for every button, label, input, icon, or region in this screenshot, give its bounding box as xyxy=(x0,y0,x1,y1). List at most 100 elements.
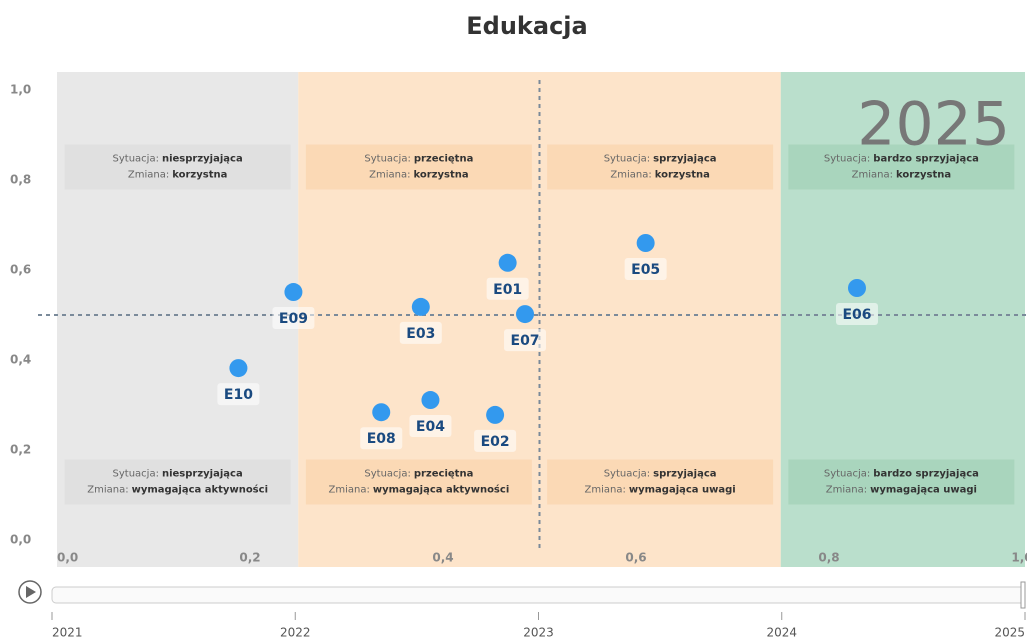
change-value: wymagająca aktywności xyxy=(132,484,268,496)
point-label-bg xyxy=(409,415,452,438)
x-tick-label: 0,8 xyxy=(818,551,839,565)
point-label-bg xyxy=(504,329,547,352)
change-prefix: Zmiana: xyxy=(87,485,128,496)
situation-value: bardzo sprzyjająca xyxy=(873,154,979,165)
change-prefix: Zmiana: xyxy=(329,485,370,496)
timeline-label: 2023 xyxy=(523,626,554,640)
point-label: E07 xyxy=(511,333,540,349)
situation-value: sprzyjająca xyxy=(653,469,716,480)
quadrant-situation: Sytuacja: przeciętna xyxy=(364,469,473,480)
data-point xyxy=(498,253,517,272)
quadrant-box xyxy=(305,144,532,190)
quadrant-change: Zmiana: wymagająca aktywności xyxy=(329,484,510,496)
situation-value: przeciętna xyxy=(414,154,473,165)
y-tick-label: 0,6 xyxy=(10,263,31,277)
quadrant-change: Zmiana: wymagająca uwagi xyxy=(826,485,977,496)
situation-value: niesprzyjająca xyxy=(162,154,243,165)
data-point xyxy=(229,359,248,378)
point-label: E01 xyxy=(493,282,522,298)
change-value: korzystna xyxy=(172,170,227,181)
point-label: E05 xyxy=(631,262,660,278)
point-label-bg xyxy=(486,277,529,300)
quadrant-box xyxy=(788,459,1015,505)
situation-value: niesprzyjająca xyxy=(162,469,243,480)
point-label: E03 xyxy=(406,326,435,342)
quadrant-change: Zmiana: wymagająca aktywności xyxy=(87,484,268,496)
situation-prefix: Sytuacja: xyxy=(364,469,410,480)
point-label-bg xyxy=(474,429,517,452)
situation-value: bardzo sprzyjająca xyxy=(873,469,979,480)
data-point xyxy=(372,403,391,422)
change-value: korzystna xyxy=(655,170,710,181)
quadrant-situation: Sytuacja: bardzo sprzyjająca xyxy=(824,469,979,480)
quadrant-box xyxy=(547,459,774,505)
change-prefix: Zmiana: xyxy=(610,170,651,181)
point-label-bg xyxy=(360,427,403,450)
quadrant-box xyxy=(788,144,1015,190)
point-label: E06 xyxy=(842,307,871,323)
timeline-label: 2022 xyxy=(280,626,311,640)
data-point xyxy=(847,279,866,297)
point-label: E02 xyxy=(481,434,510,450)
timeline-label: 2021 xyxy=(52,626,83,640)
change-prefix: Zmiana: xyxy=(826,485,867,496)
y-tick-label: 1,0 xyxy=(10,83,31,97)
change-value: korzystna xyxy=(896,170,951,181)
data-point xyxy=(284,283,303,302)
quadrant-situation: Sytuacja: niesprzyjająca xyxy=(113,469,243,480)
play-icon xyxy=(26,586,36,598)
change-prefix: Zmiana: xyxy=(369,170,410,181)
quadrant-situation: Sytuacja: bardzo sprzyjająca xyxy=(824,154,979,165)
point-label-bg xyxy=(217,383,260,406)
point-label: E04 xyxy=(416,419,445,435)
quadrant-change: Zmiana: korzystna xyxy=(128,170,227,181)
x-tick-label: 1,0 xyxy=(1011,551,1027,565)
situation-value: sprzyjająca xyxy=(653,154,716,165)
y-tick-label: 0,4 xyxy=(10,353,31,367)
x-tick-label: 0,4 xyxy=(432,551,453,565)
data-point xyxy=(636,234,655,252)
point-label-bg xyxy=(399,321,442,344)
situation-value: przeciętna xyxy=(414,469,473,480)
data-point xyxy=(411,297,430,316)
quadrant-situation: Sytuacja: sprzyjająca xyxy=(604,469,717,480)
data-point xyxy=(486,405,505,424)
change-value: korzystna xyxy=(413,170,468,181)
y-tick-label: 0,8 xyxy=(10,173,31,187)
point-label-bg xyxy=(835,303,878,325)
quadrant-change: Zmiana: korzystna xyxy=(369,170,468,181)
quadrant-box xyxy=(64,144,291,190)
timeline-handle[interactable] xyxy=(1020,581,1026,609)
change-prefix: Zmiana: xyxy=(852,170,893,181)
quadrant-situation: Sytuacja: przeciętna xyxy=(364,154,473,165)
situation-prefix: Sytuacja: xyxy=(824,469,870,480)
point-label-bg xyxy=(624,258,667,280)
point-label: E09 xyxy=(279,311,308,327)
x-tick-label: 0,2 xyxy=(239,551,260,565)
quadrant-change: Zmiana: korzystna xyxy=(610,170,709,181)
situation-prefix: Sytuacja: xyxy=(113,154,159,165)
quadrant-situation: Sytuacja: niesprzyjająca xyxy=(113,154,243,165)
quadrant-box xyxy=(547,144,774,190)
quadrant-change: Zmiana: korzystna xyxy=(852,170,951,181)
situation-prefix: Sytuacja: xyxy=(113,469,159,480)
change-value: wymagająca uwagi xyxy=(629,485,736,496)
y-tick-label: 0,0 xyxy=(10,533,31,547)
y-tick-label: 0,2 xyxy=(10,443,31,457)
change-prefix: Zmiana: xyxy=(128,170,169,181)
data-point xyxy=(421,391,440,410)
x-tick-label: 0,6 xyxy=(625,551,646,565)
chart-title: Edukacja xyxy=(466,12,587,40)
data-point xyxy=(516,305,535,324)
quadrant-change: Zmiana: wymagająca uwagi xyxy=(585,485,736,496)
situation-prefix: Sytuacja: xyxy=(364,154,410,165)
quadrant-box xyxy=(305,459,532,505)
point-label-bg xyxy=(272,307,315,330)
situation-prefix: Sytuacja: xyxy=(604,154,650,165)
point-label: E10 xyxy=(224,387,253,403)
point-label: E08 xyxy=(367,431,396,447)
change-prefix: Zmiana: xyxy=(585,485,626,496)
situation-prefix: Sytuacja: xyxy=(824,154,870,165)
timeline-track xyxy=(51,586,1026,604)
